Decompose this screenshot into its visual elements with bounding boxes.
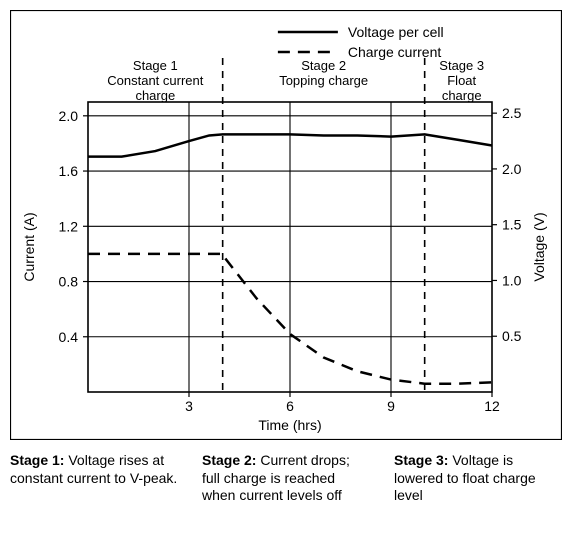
captions-row: Stage 1: Voltage rises at constant curre…	[10, 452, 562, 505]
stage-sub-1: Constant current	[107, 73, 203, 88]
yr-tick-label: 2.5	[502, 105, 522, 121]
caption-title-2: Stage 2:	[202, 452, 260, 468]
stage-sub2-3: charge	[442, 88, 482, 103]
caption-3: Stage 3: Voltage is lowered to float cha…	[394, 452, 562, 505]
legend-label-voltage: Voltage per cell	[348, 24, 444, 40]
x-axis-label: Time (hrs)	[258, 417, 321, 433]
yr-tick-label: 1.0	[502, 272, 522, 288]
x-tick-label: 12	[484, 398, 500, 414]
stage-sub-2: Topping charge	[279, 73, 368, 88]
caption-2: Stage 2: Current drops; full charge is r…	[202, 452, 370, 505]
yl-tick-label: 2.0	[59, 108, 79, 124]
yl-tick-label: 0.8	[59, 274, 79, 290]
yl-tick-label: 0.4	[59, 329, 79, 345]
caption-title-1: Stage 1:	[10, 452, 68, 468]
y-left-axis-label: Current (A)	[21, 212, 37, 281]
yl-tick-label: 1.2	[59, 218, 79, 234]
x-tick-label: 9	[387, 398, 395, 414]
x-tick-label: 3	[185, 398, 193, 414]
caption-title-3: Stage 3:	[394, 452, 452, 468]
stage-sub2-1: charge	[135, 88, 175, 103]
y-right-axis-label: Voltage (V)	[531, 212, 547, 281]
yr-tick-label: 1.5	[502, 217, 522, 233]
legend-label-current: Charge current	[348, 44, 441, 60]
x-tick-label: 6	[286, 398, 294, 414]
yl-tick-label: 1.6	[59, 163, 79, 179]
yr-tick-label: 2.0	[502, 161, 522, 177]
caption-1: Stage 1: Voltage rises at constant curre…	[10, 452, 178, 505]
stage-title-3: Stage 3	[439, 58, 484, 73]
stage-title-2: Stage 2	[301, 58, 346, 73]
yr-tick-label: 0.5	[502, 328, 522, 344]
stage-title-1: Stage 1	[133, 58, 178, 73]
chart: Voltage per cell Charge current Stage 1Con…	[10, 10, 562, 440]
figure: Voltage per cell Charge current Stage 1Con…	[10, 10, 562, 505]
stage-sub-3: Float	[447, 73, 476, 88]
